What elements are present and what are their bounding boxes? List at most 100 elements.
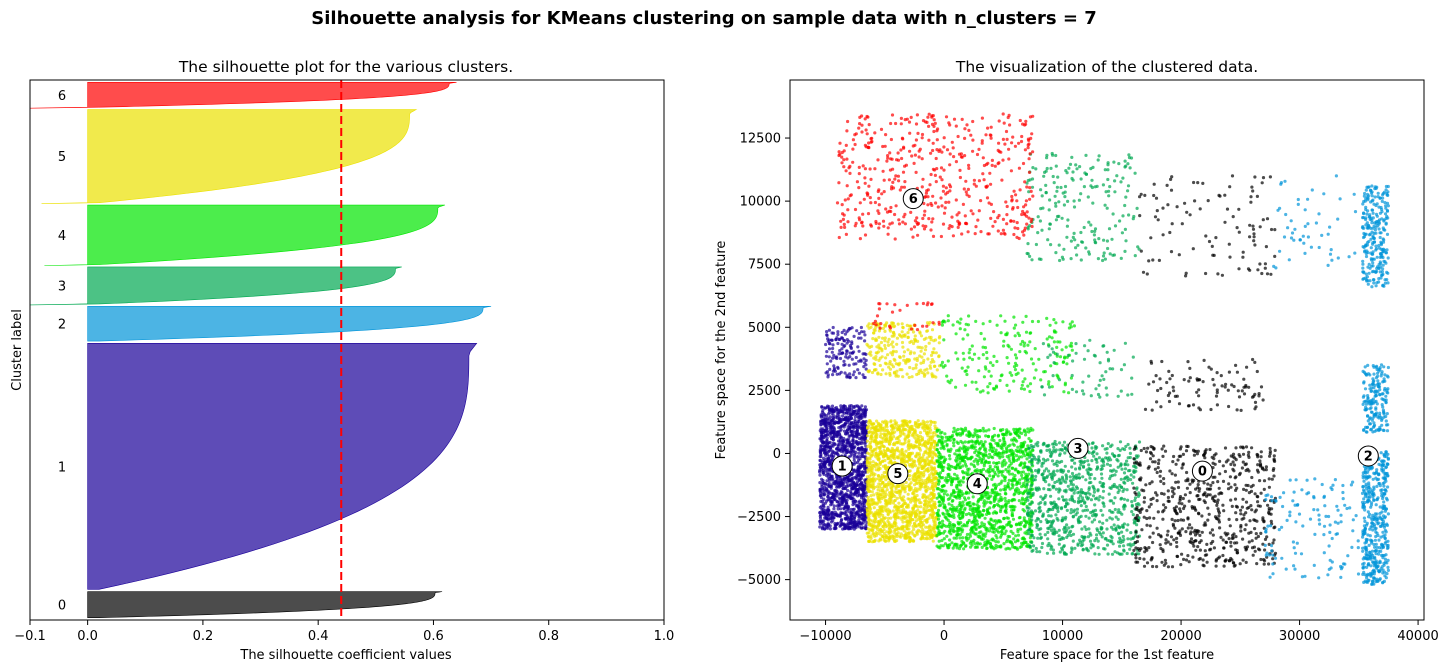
- scatter-point: [963, 328, 967, 332]
- scatter-point: [1021, 320, 1025, 324]
- scatter-point: [836, 330, 840, 334]
- scatter-point: [831, 444, 835, 448]
- scatter-point: [851, 492, 855, 496]
- scatter-point: [862, 504, 866, 508]
- scatter-point: [1034, 368, 1038, 372]
- scatter-point: [877, 335, 881, 339]
- scatter-point: [942, 338, 946, 342]
- scatter-point: [932, 439, 937, 443]
- scatter-point: [884, 323, 888, 327]
- scatter-point: [954, 332, 958, 336]
- scatter-point: [848, 473, 852, 477]
- scatter-point: [914, 519, 918, 523]
- scatter-point: [1003, 463, 1007, 467]
- scatter-point: [974, 532, 978, 536]
- scatter-point: [883, 452, 887, 456]
- scatter-point: [973, 515, 978, 519]
- scatter-point: [844, 517, 848, 521]
- scatter-point: [916, 419, 920, 423]
- scatter-point: [982, 504, 986, 508]
- scatter-point: [852, 507, 856, 511]
- scatter-point: [1007, 389, 1011, 393]
- scatter-point: [879, 492, 883, 497]
- scatter-point: [931, 475, 935, 479]
- scatter-point: [988, 500, 992, 504]
- scatter-point: [869, 500, 873, 504]
- scatter-point: [824, 447, 828, 451]
- scatter-point: [900, 518, 904, 522]
- scatter-point: [935, 460, 940, 464]
- scatter-point: [818, 488, 823, 492]
- scatter-point: [825, 362, 829, 366]
- scatter-point: [950, 499, 954, 503]
- scatter-point: [884, 504, 888, 508]
- scatter-point: [984, 459, 988, 463]
- scatter-point: [865, 439, 870, 443]
- scatter-point: [952, 524, 956, 528]
- scatter-point: [999, 535, 1003, 539]
- scatter-point: [906, 503, 910, 507]
- scatter-point: [928, 423, 933, 427]
- scatter-point: [841, 418, 846, 422]
- scatter-point: [1014, 523, 1019, 527]
- scatter-point: [846, 356, 850, 360]
- scatter-point: [977, 497, 981, 502]
- scatter-point: [838, 497, 842, 501]
- scatter-point: [835, 434, 839, 439]
- scatter-point: [960, 455, 965, 459]
- scatter-point: [1052, 318, 1056, 322]
- scatter-point: [951, 323, 955, 327]
- scatter-point: [878, 363, 882, 368]
- scatter-point: [956, 493, 961, 497]
- scatter-point: [824, 516, 828, 520]
- scatter-point: [1035, 550, 1039, 554]
- scatter-point: [896, 426, 900, 430]
- scatter-point: [962, 357, 966, 361]
- scatter-point: [1012, 537, 1016, 541]
- scatter-point: [1022, 516, 1026, 520]
- scatter-point: [958, 446, 962, 450]
- scatter-point: [828, 415, 832, 419]
- scatter-point: [903, 490, 907, 494]
- scatter-point: [898, 361, 902, 365]
- scatter-point: [1025, 474, 1029, 479]
- scatter-point: [882, 538, 886, 542]
- scatter-point: [843, 371, 847, 375]
- scatter-point: [861, 485, 865, 490]
- scatter-point: [925, 423, 930, 428]
- scatter-point: [951, 441, 956, 445]
- scatter-point: [1002, 517, 1006, 521]
- scatter-point: [982, 429, 986, 433]
- scatter-point: [1012, 427, 1016, 431]
- scatter-point: [975, 460, 980, 464]
- scatter-point: [989, 361, 993, 365]
- scatter-point: [920, 436, 925, 440]
- scatter-point: [880, 487, 884, 491]
- scatter-point: [930, 471, 934, 475]
- scatter-point: [864, 491, 868, 495]
- scatter-point: [999, 488, 1003, 492]
- scatter-point: [941, 519, 945, 523]
- scatter-point: [986, 468, 991, 472]
- scatter-point: [864, 525, 868, 529]
- scatter-point: [886, 353, 890, 357]
- cluster-label-6: 6: [58, 89, 66, 104]
- scatter-point: [879, 340, 884, 345]
- figure-title: Silhouette analysis for KMeans clusterin…: [311, 8, 1096, 29]
- scatter-point: [945, 534, 949, 538]
- scatter-point: [961, 536, 965, 540]
- scatter-point: [893, 430, 897, 434]
- scatter-point: [863, 405, 868, 409]
- scatter-point: [949, 464, 954, 469]
- scatter-point: [906, 331, 910, 335]
- scatter-point: [833, 489, 837, 493]
- scatter-point: [1006, 481, 1010, 485]
- scatter-point: [861, 483, 865, 487]
- scatter-point: [930, 420, 934, 424]
- scatter-point: [905, 460, 910, 464]
- scatter-point: [1033, 509, 1038, 513]
- scatter-point: [923, 348, 928, 352]
- scatter-point: [989, 526, 993, 530]
- scatter-point: [1017, 333, 1022, 338]
- scatter-point: [970, 344, 974, 348]
